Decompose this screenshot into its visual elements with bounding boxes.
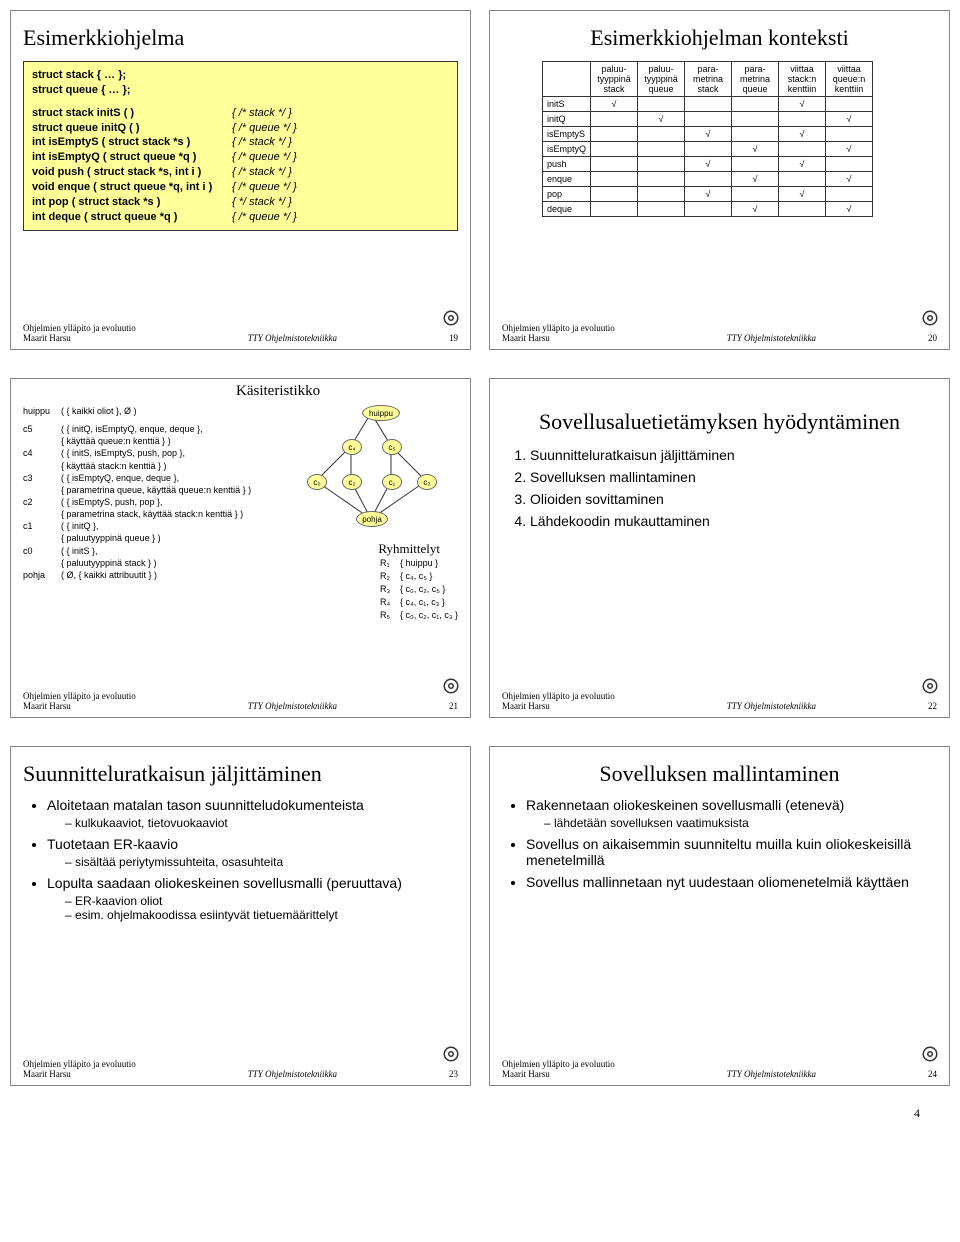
footer-mid: TTY Ohjelmistotekniikka (248, 1069, 337, 1079)
slide-footer: Ohjelmien ylläpito ja evoluutioMaarit Ha… (502, 1059, 937, 1079)
slide-24: Sovelluksen mallintaminen Rakennetaan ol… (489, 746, 950, 1086)
footer-line: Ohjelmien ylläpito ja evoluutio (23, 1059, 136, 1069)
slide-title: Käsiteristikko (236, 383, 320, 400)
groupings-list: R₁{ huippu }R₂{ c₄, c₅ }R₃{ c₀, c₂, c₅ }… (380, 557, 458, 622)
bullet-list: Rakennetaan oliokeskeinen sovellusmalli … (508, 797, 937, 890)
slide-footer: Ohjelmien ylläpito ja evoluutioMaarit Ha… (23, 1059, 458, 1079)
footer-line: Ohjelmien ylläpito ja evoluutio (23, 691, 136, 701)
footer-num: 23 (449, 1069, 458, 1079)
slide-23: Suunnitteluratkaisun jäljittäminen Aloit… (10, 746, 471, 1086)
slide-title: Suunnitteluratkaisun jäljittäminen (23, 761, 458, 787)
footer-mid: TTY Ohjelmistotekniikka (727, 333, 816, 343)
slide-20: Esimerkkiohjelman konteksti paluu-tyyppi… (489, 10, 950, 350)
page-number: 4 (10, 1086, 950, 1121)
footer-num: 20 (928, 333, 937, 343)
footer-line: Ohjelmien ylläpito ja evoluutio (23, 323, 136, 333)
slide-footer: Ohjelmien ylläpito ja evoluutioMaarit Ha… (502, 691, 937, 711)
footer-mid: TTY Ohjelmistotekniikka (248, 333, 337, 343)
footer-num: 19 (449, 333, 458, 343)
lattice-node: c₁ (382, 474, 402, 490)
slide-footer: Ohjelmien ylläpito ja evoluutioMaarit Ha… (502, 323, 937, 343)
slide-title: Esimerkkiohjelman konteksti (502, 25, 937, 51)
footer-num: 24 (928, 1069, 937, 1079)
context-table: paluu-tyyppinästackpaluu-tyyppinäqueuepa… (542, 61, 873, 217)
footer-line: Ohjelmien ylläpito ja evoluutio (502, 323, 615, 333)
code-box: struct stack { … };struct queue { … };st… (23, 61, 458, 231)
footer-line: Maarit Harsu (502, 333, 550, 343)
footer-mid: TTY Ohjelmistotekniikka (727, 701, 816, 711)
lattice-node: c₂ (342, 474, 362, 490)
footer-line: Maarit Harsu (23, 1069, 71, 1079)
slide-footer: Ohjelmien ylläpito ja evoluutioMaarit Ha… (23, 323, 458, 343)
footer-num: 22 (928, 701, 937, 711)
footer-mid: TTY Ohjelmistotekniikka (727, 1069, 816, 1079)
lattice-diagram: huippu c₄ c₅ c₀ c₂ c₁ c₃ pohja (296, 401, 446, 531)
slide-title: Esimerkkiohjelma (23, 25, 458, 51)
footer-line: Maarit Harsu (502, 1069, 550, 1079)
slide-title: Sovelluksen mallintaminen (502, 761, 937, 787)
groupings-title: Ryhmittelyt (378, 541, 440, 557)
lattice-node: c₅ (382, 439, 402, 455)
numbered-list: Suunnitteluratkaisun jäljittäminenSovell… (508, 447, 937, 529)
footer-mid: TTY Ohjelmistotekniikka (248, 701, 337, 711)
slide-21: Käsiteristikko huippu( { kaikki oliot },… (10, 378, 471, 718)
footer-line: Maarit Harsu (23, 333, 71, 343)
slide-footer: Ohjelmien ylläpito ja evoluutioMaarit Ha… (23, 691, 458, 711)
footer-line: Ohjelmien ylläpito ja evoluutio (502, 691, 615, 701)
slide-title: Sovellusaluetietämyksen hyödyntäminen (502, 409, 937, 435)
footer-line: Maarit Harsu (23, 701, 71, 711)
slide-19: Esimerkkiohjelma struct stack { … };stru… (10, 10, 471, 350)
footer-line: Ohjelmien ylläpito ja evoluutio (502, 1059, 615, 1069)
footer-line: Maarit Harsu (502, 701, 550, 711)
slide-22: Sovellusaluetietämyksen hyödyntäminen Su… (489, 378, 950, 718)
lattice-node-bottom: pohja (356, 511, 388, 527)
lattice-node-top: huippu (362, 405, 400, 421)
bullet-list: Aloitetaan matalan tason suunnitteludoku… (29, 797, 458, 922)
lattice-node: c₃ (417, 474, 437, 490)
footer-num: 21 (449, 701, 458, 711)
lattice-node: c₀ (307, 474, 327, 490)
lattice-node: c₄ (342, 439, 362, 455)
